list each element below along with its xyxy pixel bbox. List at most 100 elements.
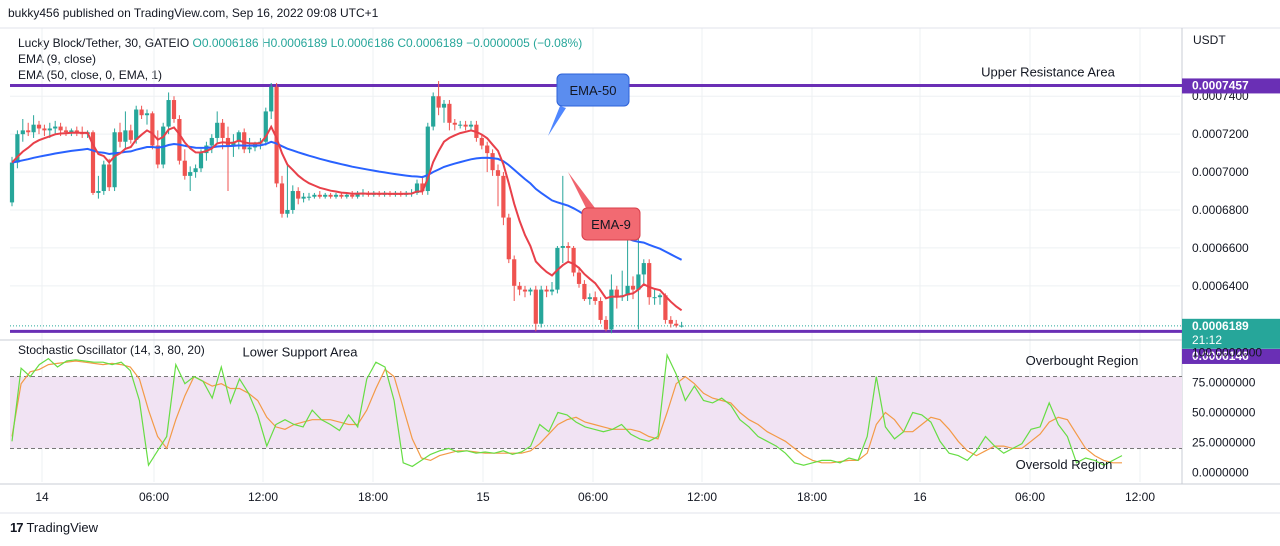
candle-body bbox=[26, 130, 31, 133]
candle bbox=[630, 276, 636, 300]
candle bbox=[74, 126, 79, 137]
time-tick-label: 12:00 bbox=[687, 490, 717, 504]
candle-body bbox=[279, 183, 285, 214]
candle-body bbox=[101, 164, 106, 192]
time-tick-label: 18:00 bbox=[797, 490, 827, 504]
candle bbox=[301, 192, 306, 203]
time-tick-label: 12:00 bbox=[1125, 490, 1155, 504]
candle-body bbox=[636, 274, 641, 290]
candle bbox=[182, 149, 187, 180]
candle-body bbox=[350, 194, 355, 197]
candle-body bbox=[123, 130, 128, 142]
candle bbox=[225, 126, 231, 192]
ema50-callout-pointer bbox=[548, 106, 566, 136]
candle bbox=[425, 122, 430, 195]
candle-body bbox=[425, 126, 430, 192]
candle bbox=[171, 96, 177, 123]
candle bbox=[587, 293, 592, 305]
candle bbox=[333, 192, 339, 199]
candle-body bbox=[479, 137, 484, 146]
candle bbox=[117, 122, 123, 148]
ema9-line bbox=[11, 124, 683, 312]
candle bbox=[490, 149, 495, 176]
candle bbox=[9, 156, 15, 207]
candle bbox=[458, 120, 463, 129]
candle-body bbox=[128, 130, 133, 140]
ohlc-values: O0.0006186 H0.0006189 L0.0006186 C0.0006… bbox=[192, 36, 583, 50]
time-tick-label: 12:00 bbox=[248, 490, 278, 504]
candle-body bbox=[603, 319, 609, 330]
candle-body bbox=[285, 209, 290, 214]
candle-body bbox=[96, 191, 101, 193]
candle bbox=[598, 297, 603, 324]
candle bbox=[501, 172, 506, 226]
candle-body bbox=[668, 319, 673, 324]
candle-body bbox=[42, 128, 47, 131]
candle-body bbox=[9, 162, 15, 203]
candle-body bbox=[328, 194, 333, 197]
price-tick-label: 0.0006400 bbox=[1192, 279, 1249, 293]
price-badge-countdown: 21:12 bbox=[1192, 333, 1222, 347]
candle-body bbox=[90, 132, 96, 193]
candle-body bbox=[306, 196, 312, 198]
axes: USDT0.00074000.00072000.00070000.0006800… bbox=[0, 33, 1280, 514]
ema9-callout-pointer bbox=[568, 172, 595, 212]
candle bbox=[647, 259, 652, 305]
candle-body bbox=[204, 145, 209, 154]
stoch-band bbox=[10, 376, 1182, 449]
candle-body bbox=[58, 126, 63, 131]
candle bbox=[263, 107, 268, 146]
candle bbox=[209, 134, 214, 154]
candle-body bbox=[69, 130, 74, 133]
ema9-callout-label: EMA-9 bbox=[591, 217, 631, 232]
stoch-k-line bbox=[11, 352, 1123, 468]
candle bbox=[479, 134, 484, 150]
candle bbox=[188, 166, 193, 192]
candle bbox=[269, 82, 274, 119]
candle bbox=[31, 115, 36, 138]
candle-body bbox=[269, 86, 274, 112]
candle bbox=[544, 285, 549, 298]
ema50-callout-box bbox=[556, 73, 630, 107]
price-tick-label: 0.0007200 bbox=[1192, 127, 1249, 141]
candle bbox=[36, 120, 42, 135]
candle-body bbox=[522, 289, 528, 292]
candle-body bbox=[220, 122, 225, 138]
candle bbox=[53, 120, 58, 135]
candle-body bbox=[679, 325, 684, 327]
price-badge bbox=[1182, 348, 1280, 364]
candle bbox=[506, 213, 511, 264]
candle-body bbox=[182, 160, 187, 176]
candle bbox=[20, 118, 25, 142]
stoch-tick-label: 100.0000000 bbox=[1192, 346, 1262, 360]
candle bbox=[436, 81, 441, 116]
candle bbox=[101, 160, 106, 195]
candle bbox=[296, 187, 301, 205]
candle-body bbox=[506, 217, 511, 260]
chart-legend: Lucky Block/Tether, 30, GATEIO O0.000618… bbox=[18, 35, 582, 83]
tradingview-logo: 17 TradingView bbox=[10, 520, 98, 535]
candle-body bbox=[339, 194, 344, 197]
candle-body bbox=[431, 96, 436, 127]
candle-body bbox=[544, 289, 549, 292]
candle-body bbox=[20, 130, 25, 135]
candle-body bbox=[539, 289, 544, 324]
candle-body bbox=[312, 194, 317, 197]
candle-body bbox=[47, 128, 52, 131]
candle bbox=[468, 120, 474, 131]
time-tick-label: 18:00 bbox=[358, 490, 388, 504]
time-tick-label: 06:00 bbox=[139, 490, 169, 504]
candle-body bbox=[355, 192, 360, 197]
level-label: Lower Support Area bbox=[243, 344, 359, 359]
candle-body bbox=[301, 196, 306, 199]
candle-body bbox=[625, 285, 630, 296]
candle bbox=[431, 92, 436, 131]
callouts: EMA-50 EMA-9 bbox=[548, 73, 641, 241]
candle-body bbox=[177, 118, 182, 161]
time-tick-label: 15 bbox=[476, 490, 490, 504]
publish-line: bukky456 published on TradingView.com, S… bbox=[8, 6, 379, 20]
candle-body bbox=[117, 132, 123, 142]
candle-body bbox=[495, 170, 501, 176]
time-tick-label: 16 bbox=[913, 490, 927, 504]
